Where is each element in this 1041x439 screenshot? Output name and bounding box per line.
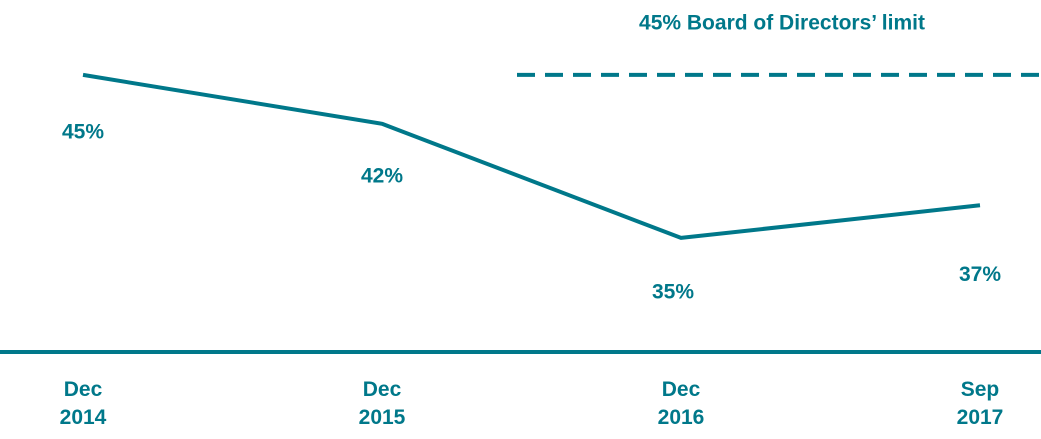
x-tick-label: Dec 2016 bbox=[658, 378, 705, 429]
data-label: 35% bbox=[652, 280, 694, 303]
line bbox=[82, 72, 981, 240]
data-label: 45% bbox=[62, 120, 104, 143]
x-tick-label: Dec 2014 bbox=[60, 378, 107, 429]
x-tick-label: Sep 2017 bbox=[957, 378, 1004, 429]
x-tick-label: Dec 2015 bbox=[359, 378, 406, 429]
data-label: 37% bbox=[959, 263, 1001, 286]
data-label: 42% bbox=[361, 164, 403, 187]
reference-label: 45% Board of Directors’ limit bbox=[639, 12, 925, 35]
